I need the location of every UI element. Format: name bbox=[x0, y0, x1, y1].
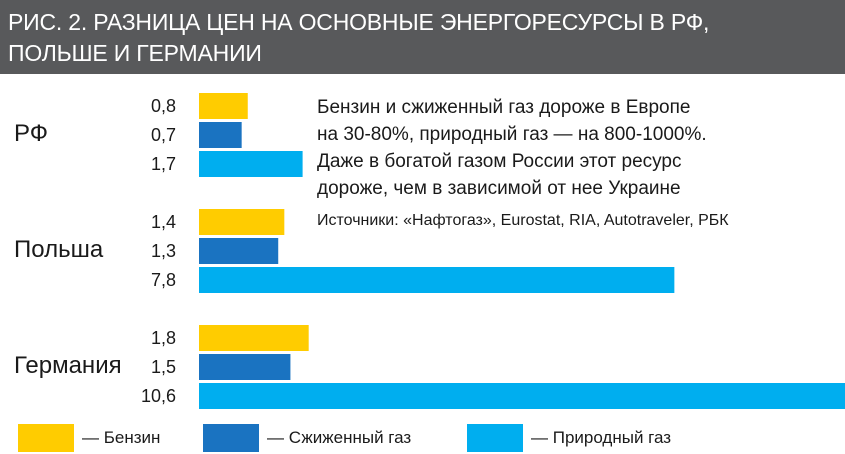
bar-germany-lpg bbox=[199, 354, 291, 380]
chart-title: РИС. 2. РАЗНИЦА ЦЕН НА ОСНОВНЫЕ ЭНЕРГОРЕ… bbox=[0, 0, 845, 74]
sources-note: Источники: «Нафтогаз», Eurostat, RIA, Au… bbox=[317, 212, 729, 229]
bar-chart: РФ 0,8 0,7 1,7 Польша 1,4 1,3 7,8 Германия 1,8 1,5… bbox=[14, 93, 845, 409]
value-label-rf-natural-gas: 1,7 bbox=[151, 154, 176, 174]
bar-rf-lpg bbox=[199, 122, 242, 148]
legend-label-lpg: — Сжиженный газ bbox=[267, 428, 412, 447]
legend-label-natural-gas: — Природный газ bbox=[531, 428, 672, 447]
note-line-4: дороже, чем в зависимой от нее Украине bbox=[317, 178, 681, 199]
value-label-rf-petrol: 0,8 bbox=[151, 96, 176, 116]
bar-poland-lpg bbox=[199, 238, 279, 264]
legend-swatch-petrol bbox=[18, 424, 74, 452]
bar-rf-natural-gas bbox=[199, 151, 303, 177]
note-line-1: Бензин и сжиженный газ дороже в Европе bbox=[317, 97, 691, 118]
note-line-2: на 30-80%, природный газ — на 800-1000%. bbox=[317, 124, 707, 145]
legend-label-petrol: — Бензин bbox=[82, 428, 161, 447]
value-label-poland-lpg: 1,3 bbox=[151, 241, 176, 261]
value-label-germany-natural-gas: 10,6 bbox=[141, 386, 176, 406]
annotation-note: Бензин и сжиженный газ дороже в Европе н… bbox=[317, 94, 837, 202]
category-label-rf: РФ bbox=[14, 120, 48, 147]
category-label-poland: Польша bbox=[14, 236, 104, 263]
chart-title-line-1: РИС. 2. РАЗНИЦА ЦЕН НА ОСНОВНЫЕ ЭНЕРГОРЕ… bbox=[8, 9, 710, 35]
legend-swatch-natural-gas bbox=[467, 424, 523, 452]
bar-poland-natural-gas bbox=[199, 267, 675, 293]
value-label-poland-petrol: 1,4 bbox=[151, 212, 176, 232]
legend-swatch-lpg bbox=[203, 424, 259, 452]
note-line-3: Даже в богатой газом России этот ресурс bbox=[317, 151, 682, 172]
value-label-germany-petrol: 1,8 bbox=[151, 328, 176, 348]
value-label-germany-lpg: 1,5 bbox=[151, 357, 176, 377]
bar-germany-petrol bbox=[199, 325, 309, 351]
category-label-germany: Германия bbox=[14, 352, 122, 379]
bar-poland-petrol bbox=[199, 209, 285, 235]
bar-germany-natural-gas bbox=[199, 383, 845, 409]
legend: — Бензин — Сжиженный газ — Природный газ bbox=[0, 422, 845, 454]
chart-title-line-2: ПОЛЬШЕ И ГЕРМАНИИ bbox=[8, 40, 262, 66]
bar-rf-petrol bbox=[199, 93, 248, 119]
value-label-rf-lpg: 0,7 bbox=[151, 125, 176, 145]
value-label-poland-natural-gas: 7,8 bbox=[151, 270, 176, 290]
